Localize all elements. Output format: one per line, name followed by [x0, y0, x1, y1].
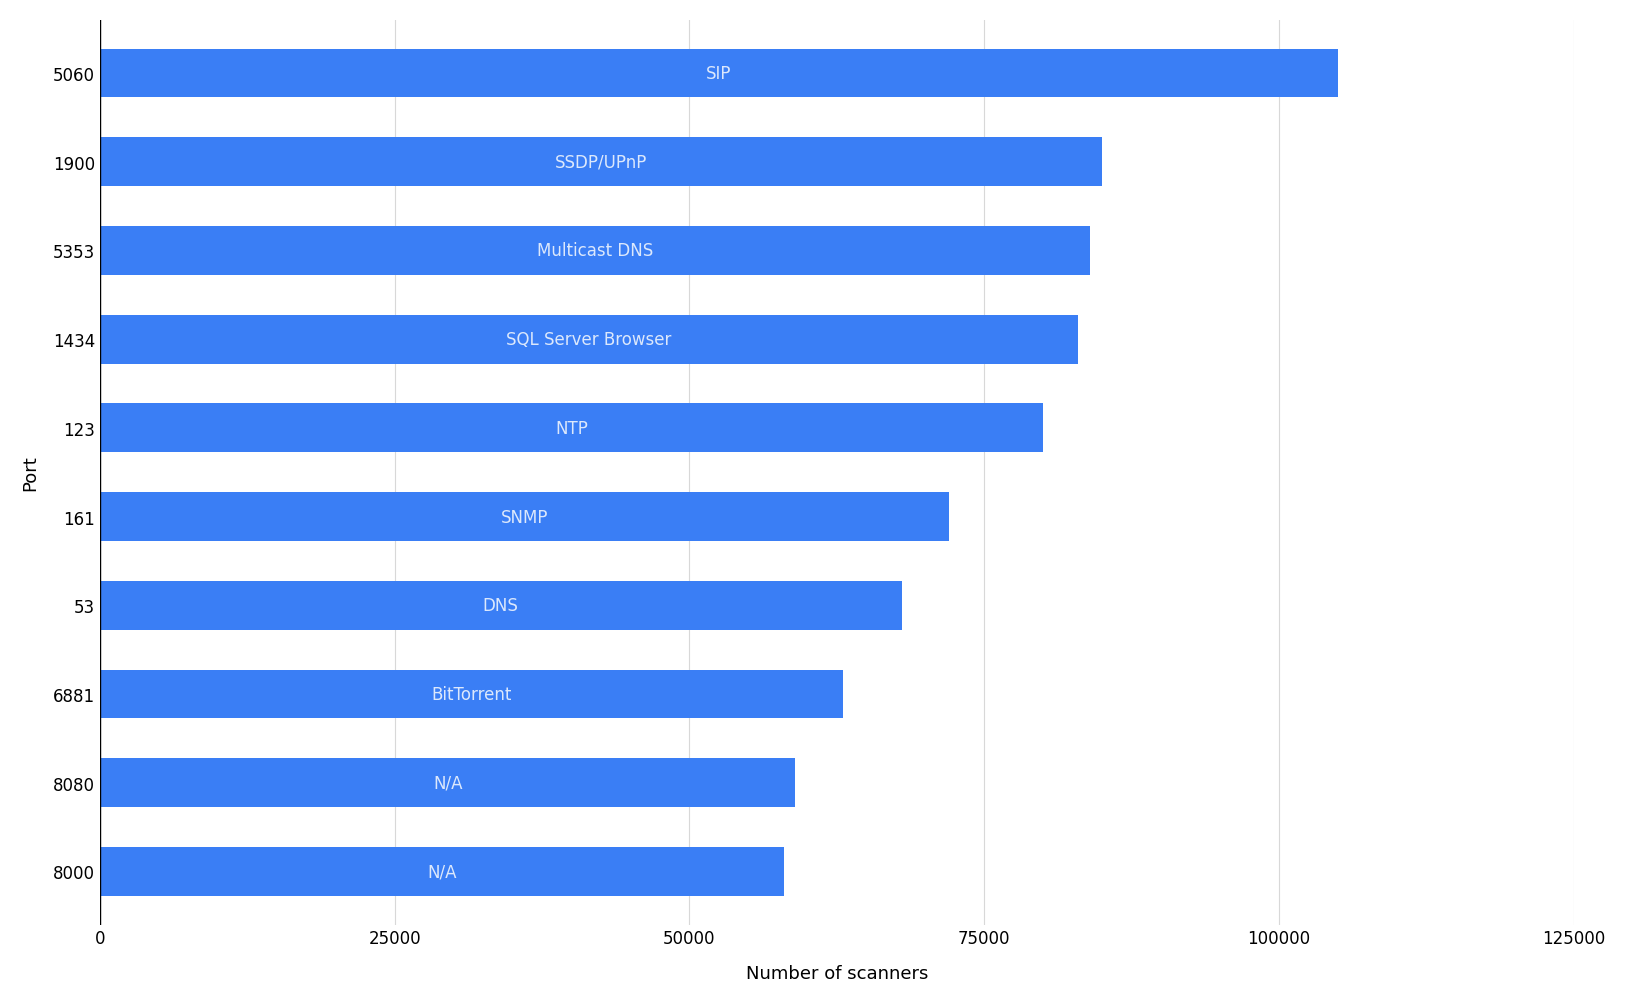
- Text: SSDP/UPnP: SSDP/UPnP: [554, 153, 647, 172]
- Bar: [99, 49, 1338, 98]
- Bar: [99, 670, 842, 719]
- X-axis label: Number of scanners: Number of scanners: [745, 964, 928, 982]
- Bar: [99, 138, 1102, 187]
- Bar: [99, 492, 948, 542]
- Bar: [99, 227, 1089, 276]
- Bar: [99, 582, 901, 630]
- Bar: [99, 316, 1078, 364]
- Text: SIP: SIP: [706, 65, 732, 83]
- Y-axis label: Port: Port: [21, 455, 39, 490]
- Text: SQL Server Browser: SQL Server Browser: [506, 331, 672, 349]
- Text: SNMP: SNMP: [501, 509, 548, 526]
- Text: N/A: N/A: [428, 863, 457, 881]
- Bar: [99, 758, 795, 807]
- Text: NTP: NTP: [554, 419, 589, 437]
- Text: Multicast DNS: Multicast DNS: [537, 243, 654, 260]
- Bar: [99, 404, 1042, 452]
- Text: DNS: DNS: [483, 597, 519, 615]
- Text: BitTorrent: BitTorrent: [431, 685, 512, 703]
- Bar: [99, 848, 784, 896]
- Text: N/A: N/A: [433, 774, 462, 792]
